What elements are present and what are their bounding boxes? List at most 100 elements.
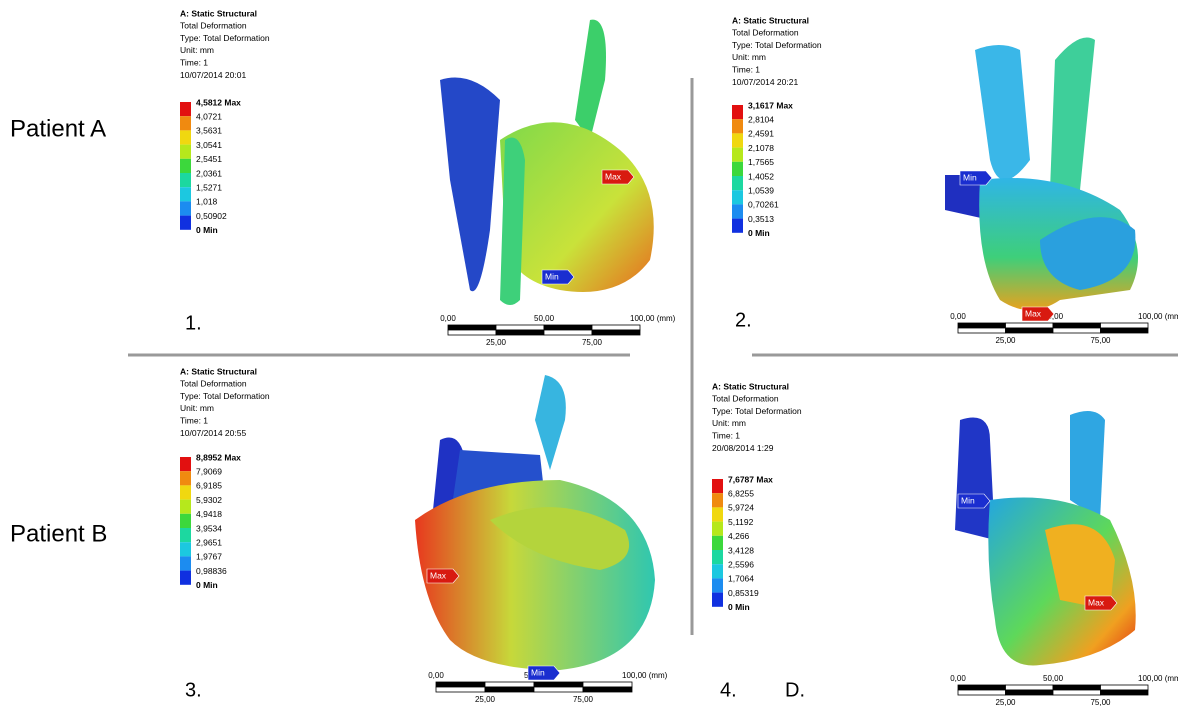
- legend-label: 6,8255: [728, 488, 754, 498]
- legend-swatch: [712, 522, 723, 536]
- scale-label: 75,00: [1090, 698, 1111, 707]
- legend-swatch: [712, 507, 723, 521]
- header-line: Type: Total Deformation: [732, 40, 822, 50]
- legend-label: 3,0541: [196, 140, 222, 150]
- scale-segment: [1101, 328, 1149, 333]
- marker-label: Max: [1025, 308, 1042, 318]
- marker-label: Max: [605, 171, 622, 181]
- header-line: Unit: mm: [180, 403, 214, 413]
- scale-segment: [496, 325, 544, 330]
- legend-label: 2,1078: [748, 143, 774, 153]
- scale-label: 0,00: [950, 674, 966, 683]
- scale-label: 25,00: [486, 338, 507, 347]
- panel-letter: D.: [785, 679, 805, 701]
- scale-segment: [583, 682, 632, 687]
- scale-segment: [1006, 323, 1054, 328]
- scale-segment: [1006, 690, 1054, 695]
- scale-label: 0,00: [440, 314, 456, 323]
- legend-swatch: [180, 187, 191, 201]
- header-line: Total Deformation: [180, 379, 247, 389]
- header-line: Time: 1: [712, 430, 740, 440]
- scale-label: 50,00: [534, 314, 555, 323]
- header-line: A: Static Structural: [180, 8, 257, 18]
- scale-segment: [534, 687, 583, 692]
- legend-swatch: [732, 162, 743, 176]
- scale-segment: [496, 330, 544, 335]
- legend-label: 7,9069: [196, 466, 222, 476]
- legend-label: 3,1617 Max: [748, 100, 793, 110]
- legend-label: 7,6787 Max: [728, 474, 773, 484]
- legend-swatch: [712, 578, 723, 592]
- figure: Patient APatient BD.A: Static Structural…: [0, 0, 1178, 707]
- scale-label: 75,00: [1090, 336, 1111, 345]
- scale-segment: [1053, 323, 1101, 328]
- legend-swatch: [732, 176, 743, 190]
- legend-label: 0 Min: [748, 228, 770, 238]
- scale-label: 0,00: [428, 671, 444, 680]
- legend-swatch: [180, 216, 191, 230]
- row-label: Patient B: [10, 520, 107, 547]
- scale-segment: [1006, 328, 1054, 333]
- marker-label: Max: [430, 570, 447, 580]
- scale-segment: [1101, 685, 1149, 690]
- panel-number: 3.: [185, 679, 202, 701]
- scale-segment: [958, 685, 1006, 690]
- marker-label: Min: [531, 667, 545, 677]
- header-line: 20/08/2014 1:29: [712, 443, 774, 453]
- legend-label: 2,5596: [728, 559, 754, 569]
- scale-segment: [436, 682, 485, 687]
- legend-label: 1,9767: [196, 552, 222, 562]
- model-3: [415, 375, 655, 670]
- legend-label: 5,9302: [196, 495, 222, 505]
- scale-segment: [1101, 690, 1149, 695]
- scale-segment: [448, 325, 496, 330]
- legend-swatch: [180, 528, 191, 542]
- legend-label: 2,8104: [748, 114, 774, 124]
- legend-swatch: [180, 556, 191, 570]
- scale-label: 75,00: [573, 695, 594, 704]
- panel-number: 2.: [735, 309, 752, 331]
- legend-label: 4,5812 Max: [196, 97, 241, 107]
- legend-label: 4,9418: [196, 509, 222, 519]
- header-line: Total Deformation: [712, 394, 779, 404]
- legend-swatch: [712, 593, 723, 607]
- scale-label: 100,00 (mm): [630, 314, 676, 323]
- legend-label: 3,9534: [196, 523, 222, 533]
- panel-number: 1.: [185, 312, 202, 334]
- legend-swatch: [732, 133, 743, 147]
- legend-label: 4,0721: [196, 111, 222, 121]
- scale-segment: [958, 690, 1006, 695]
- marker-label: Min: [963, 172, 977, 182]
- header-line: Total Deformation: [732, 28, 799, 38]
- legend-label: 4,266: [728, 531, 750, 541]
- legend-label: 1,5271: [196, 182, 222, 192]
- header-line: Type: Total Deformation: [180, 391, 270, 401]
- legend-swatch: [732, 190, 743, 204]
- scale-segment: [448, 330, 496, 335]
- scale-label: 100,00 (mm): [622, 671, 668, 680]
- legend-label: 2,4591: [748, 129, 774, 139]
- legend-swatch: [180, 457, 191, 471]
- legend-label: 5,9724: [728, 503, 754, 513]
- legend-swatch: [180, 145, 191, 159]
- scale-label: 50,00: [1043, 674, 1064, 683]
- legend-swatch: [180, 173, 191, 187]
- legend-swatch: [180, 571, 191, 585]
- scale-segment: [958, 323, 1006, 328]
- scale-segment: [534, 682, 583, 687]
- header-line: Unit: mm: [732, 52, 766, 62]
- scale-segment: [1053, 328, 1101, 333]
- header-line: Time: 1: [180, 415, 208, 425]
- legend-label: 1,018: [196, 197, 218, 207]
- legend-label: 2,5451: [196, 154, 222, 164]
- scale-segment: [1053, 685, 1101, 690]
- legend-swatch: [180, 500, 191, 514]
- header-line: 10/07/2014 20:21: [732, 77, 798, 87]
- scale-label: 25,00: [475, 695, 496, 704]
- legend-swatch: [732, 148, 743, 162]
- marker-label: Min: [545, 271, 559, 281]
- header-line: 10/07/2014 20:01: [180, 70, 246, 80]
- scale-label: 100,00 (mm): [1138, 312, 1178, 321]
- scale-label: 25,00: [995, 336, 1016, 345]
- legend-swatch: [732, 105, 743, 119]
